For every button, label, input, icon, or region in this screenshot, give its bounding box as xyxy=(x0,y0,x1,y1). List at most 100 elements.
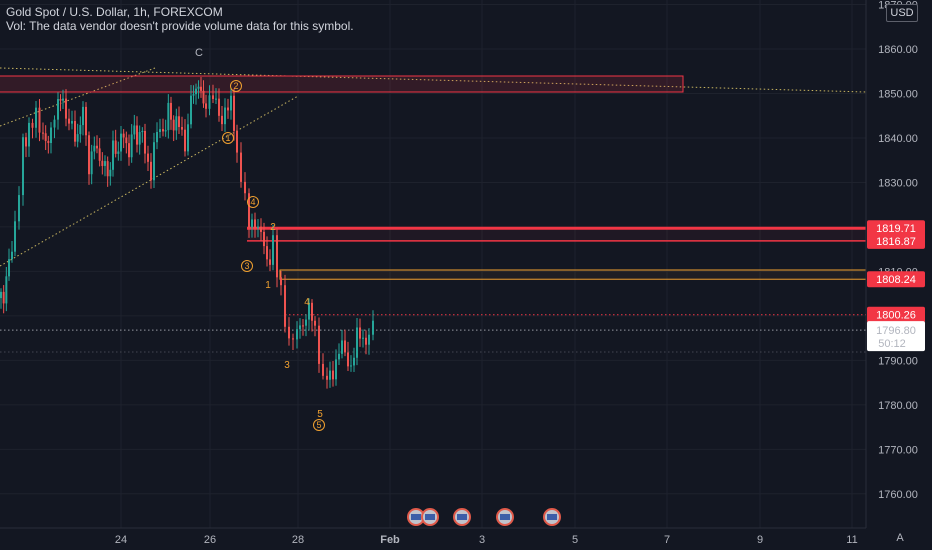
candle-body xyxy=(5,276,8,304)
time-tick: 9 xyxy=(757,534,763,546)
candle-body xyxy=(257,226,259,228)
wave-circled-5: 5 xyxy=(316,420,321,430)
candle-body xyxy=(302,325,304,327)
candle-body xyxy=(280,277,282,286)
candle-body xyxy=(175,116,178,131)
candle-body xyxy=(236,130,238,153)
candle-body xyxy=(372,320,374,335)
candle-body xyxy=(82,106,84,126)
candle-body xyxy=(347,352,349,367)
candle-body xyxy=(260,226,262,232)
price-axis: 1870.001860.001850.001840.001830.001820.… xyxy=(865,0,932,550)
candle-body xyxy=(248,193,250,228)
wave-c-label: C xyxy=(195,47,203,59)
currency-button[interactable]: USD xyxy=(886,4,918,22)
candle-body xyxy=(178,116,180,128)
candle-body xyxy=(244,181,246,194)
candle-body xyxy=(195,88,197,95)
price-label-box xyxy=(867,232,925,249)
candle-body xyxy=(266,246,268,260)
candle-body xyxy=(42,132,44,134)
candle-body xyxy=(350,365,352,367)
candle-body xyxy=(292,338,294,340)
wave-circled-1: 1 xyxy=(225,133,230,143)
trendline-horizontal xyxy=(0,67,867,93)
orange-zone xyxy=(279,269,867,280)
candle-body xyxy=(59,99,62,101)
candle-body xyxy=(101,160,104,166)
price-label: 1808.24 xyxy=(876,274,916,286)
candle-body xyxy=(35,107,37,128)
candle-body xyxy=(141,130,144,133)
event-flag-icon xyxy=(411,514,421,520)
candle-body xyxy=(192,94,195,96)
candle-body xyxy=(356,327,358,358)
candle-body xyxy=(65,98,67,119)
candle-body xyxy=(326,375,328,380)
candle-body xyxy=(308,302,310,320)
candle-body xyxy=(305,319,307,326)
candle-body xyxy=(136,125,138,145)
resistance-zone-mid xyxy=(247,228,866,241)
price-tick: 1790.00 xyxy=(878,355,918,367)
candle-body xyxy=(359,327,361,339)
candle-body xyxy=(190,95,192,125)
candle-body xyxy=(71,121,73,124)
candle-body xyxy=(125,137,128,144)
wave-circle xyxy=(313,419,325,431)
price-tick: 1760.00 xyxy=(878,489,918,501)
wave-circled-4: 4 xyxy=(250,197,255,207)
wave-circle xyxy=(222,132,234,144)
candle-body xyxy=(164,130,167,132)
candle-body xyxy=(365,337,367,345)
price-tick: 1830.00 xyxy=(878,177,918,189)
candle-body xyxy=(344,340,346,353)
wave-circle xyxy=(241,260,253,272)
current-price: 1796.80 xyxy=(876,325,916,337)
candle-body xyxy=(172,119,175,131)
wave-circled-3: 3 xyxy=(244,261,249,271)
candle-body xyxy=(106,161,109,177)
drawings-layer xyxy=(0,67,867,353)
price-label: 1800.26 xyxy=(876,310,916,322)
wave-sub-2: 2 xyxy=(270,222,276,233)
candle-body xyxy=(288,326,290,339)
symbol-title[interactable]: Gold Spot / U.S. Dollar, 1h, FOREXCOM xyxy=(6,5,223,19)
volume-notice: Vol: The data vendor doesn't provide vol… xyxy=(6,19,354,33)
candle-body xyxy=(25,137,27,147)
price-label-box xyxy=(867,220,925,237)
time-tick: 24 xyxy=(115,534,127,546)
candle-body xyxy=(240,152,242,182)
time-tick: Feb xyxy=(380,534,400,546)
candle-body xyxy=(156,132,158,143)
candle-body xyxy=(122,133,125,138)
candle-body xyxy=(109,169,112,177)
price-tick: 1840.00 xyxy=(878,133,918,145)
trendline-lower xyxy=(0,95,299,267)
candle-body xyxy=(138,132,141,145)
event-flag-icon xyxy=(547,514,557,520)
time-tick: 3 xyxy=(479,534,485,546)
candle-body xyxy=(314,320,316,326)
auto-scale-button[interactable]: A xyxy=(896,532,904,544)
candle-body xyxy=(104,161,106,166)
candle-body xyxy=(44,133,47,141)
candle-body xyxy=(93,145,96,152)
candle-body xyxy=(224,107,226,125)
current-price-box xyxy=(867,321,925,352)
price-label: 1816.87 xyxy=(876,236,916,248)
candle-body xyxy=(251,219,253,228)
candle-body xyxy=(114,140,117,154)
candle-body xyxy=(117,151,120,154)
candle-body xyxy=(368,334,370,345)
candle-body xyxy=(299,325,301,330)
time-tick: 11 xyxy=(846,534,857,546)
wave-circle xyxy=(230,80,242,92)
wave-sub-4: 4 xyxy=(304,297,310,308)
candle-body xyxy=(50,127,52,143)
candle-body xyxy=(22,137,24,196)
price-label: 1819.71 xyxy=(876,223,916,235)
candle-body xyxy=(98,148,101,161)
